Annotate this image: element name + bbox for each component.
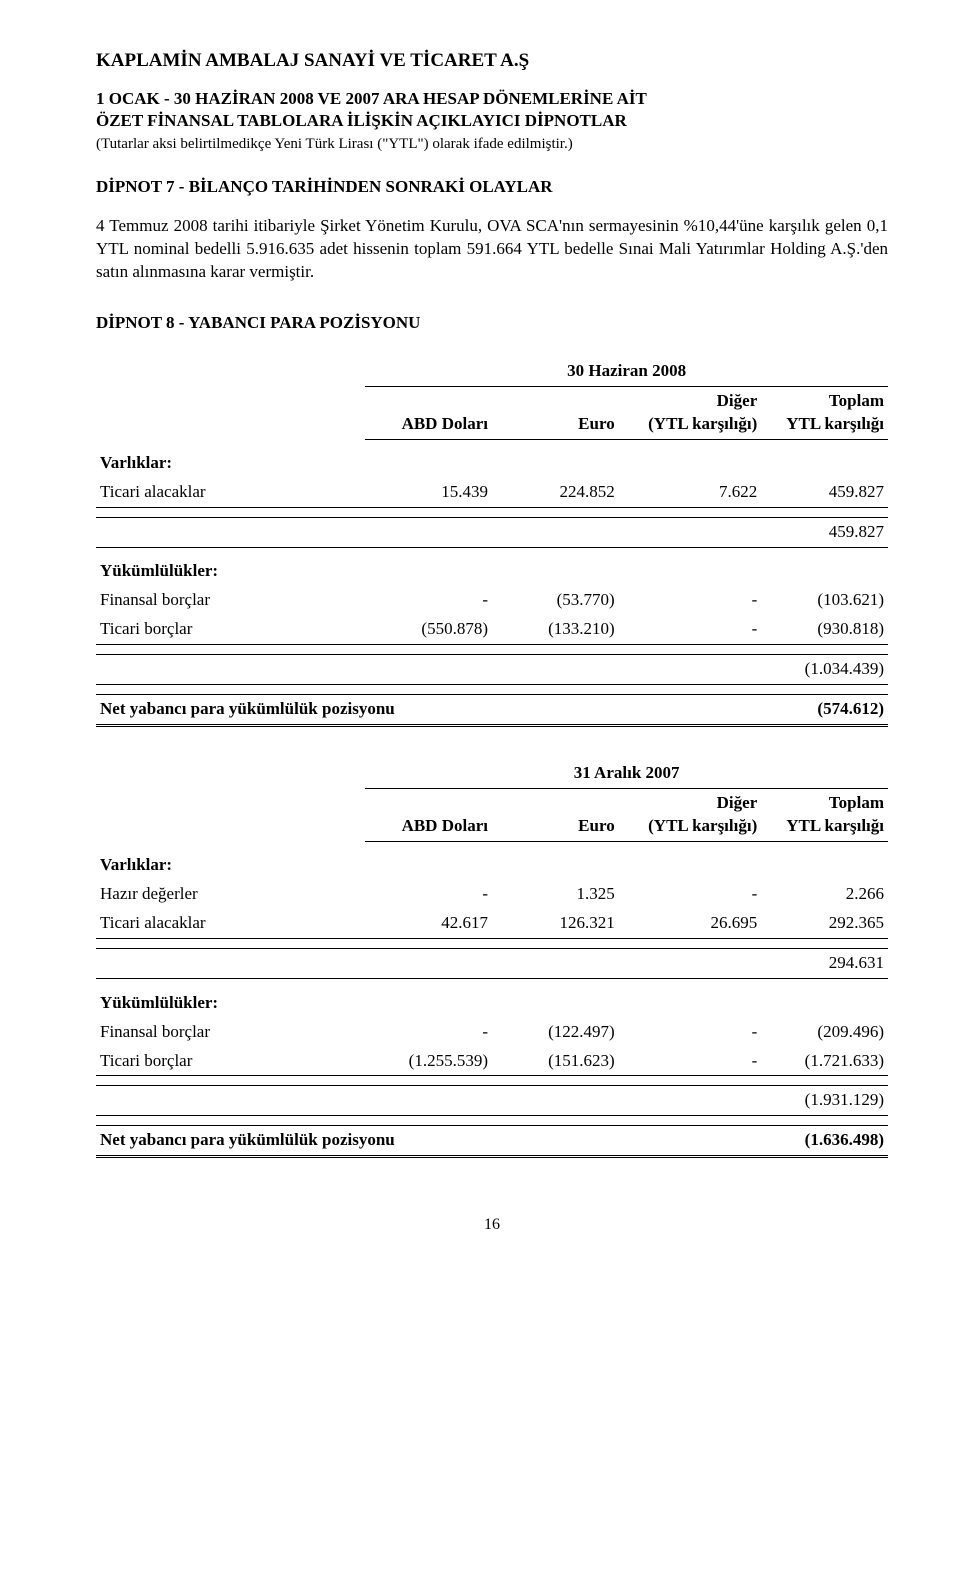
col-header-abd: ABD Doları [365,789,492,842]
cell: 42.617 [365,909,492,938]
period-header-2008: 30 Haziran 2008 [365,357,888,386]
cell: (930.818) [761,615,888,644]
table-row: Ticari borçlar (550.878) (133.210) - (93… [96,615,888,644]
net-position-value: (1.636.498) [761,1126,888,1157]
cell: - [619,1018,762,1047]
row-label: Ticari alacaklar [96,909,365,938]
cell: (550.878) [365,615,492,644]
cell: (209.496) [761,1018,888,1047]
table-row: Hazır değerler - 1.325 - 2.266 [96,880,888,909]
col-header-toplam: Toplam YTL karşılığı [761,386,888,439]
cell: (53.770) [492,586,619,615]
cell: 459.827 [761,478,888,507]
cell: - [365,1018,492,1047]
row-label: Ticari borçlar [96,615,365,644]
table-row: Finansal borçlar - (53.770) - (103.621) [96,586,888,615]
cell: - [619,586,762,615]
cell: 26.695 [619,909,762,938]
col-header-euro: Euro [492,789,619,842]
cell: - [619,1047,762,1076]
cell: 15.439 [365,478,492,507]
cell: (103.621) [761,586,888,615]
col-header-diger: Diğer (YTL karşılığı) [619,386,762,439]
subtitle-line-1: 1 OCAK - 30 HAZİRAN 2008 VE 2007 ARA HES… [96,88,888,110]
assets-total: 459.827 [761,517,888,547]
net-position-label: Net yabancı para yükümlülük pozisyonu [96,695,761,726]
assets-label: Varlıklar: [96,851,888,880]
col-header-abd: ABD Doları [365,386,492,439]
liab-label: Yükümlülükler: [96,989,888,1018]
cell: 1.325 [492,880,619,909]
cell: (122.497) [492,1018,619,1047]
company-name: KAPLAMİN AMBALAJ SANAYİ VE TİCARET A.Ş [96,48,888,74]
table-row: Ticari alacaklar 42.617 126.321 26.695 2… [96,909,888,938]
cell: (133.210) [492,615,619,644]
col-header-diger: Diğer (YTL karşılığı) [619,789,762,842]
subtitle-line-2: ÖZET FİNANSAL TABLOLARA İLİŞKİN AÇIKLAYI… [96,110,888,132]
cell: 7.622 [619,478,762,507]
cell: - [365,880,492,909]
col-header-euro: Euro [492,386,619,439]
liab-total: (1.034.439) [761,655,888,685]
row-label: Ticari alacaklar [96,478,365,507]
dipnot7-paragraph: 4 Temmuz 2008 tarihi itibariyle Şirket Y… [96,215,888,284]
net-position-label: Net yabancı para yükümlülük pozisyonu [96,1126,761,1157]
table-row: Ticari borçlar (1.255.539) (151.623) - (… [96,1047,888,1076]
row-label: Ticari borçlar [96,1047,365,1076]
assets-total: 294.631 [761,949,888,979]
cell: 292.365 [761,909,888,938]
fx-position-table-2007: 31 Aralık 2007 ABD Doları Euro Diğer (YT… [96,759,888,1158]
page-number: 16 [96,1214,888,1236]
cell: - [365,586,492,615]
assets-label: Varlıklar: [96,449,888,478]
cell: - [619,880,762,909]
cell: (1.721.633) [761,1047,888,1076]
cell: - [619,615,762,644]
dipnot7-title: DİPNOT 7 - BİLANÇO TARİHİNDEN SONRAKİ OL… [96,176,888,199]
liab-label: Yükümlülükler: [96,557,888,586]
cell: 224.852 [492,478,619,507]
dipnot8-title: DİPNOT 8 - YABANCI PARA POZİSYONU [96,312,888,335]
cell: (151.623) [492,1047,619,1076]
cell: 126.321 [492,909,619,938]
col-header-toplam: Toplam YTL karşılığı [761,789,888,842]
header-note: (Tutarlar aksi belirtilmedikçe Yeni Türk… [96,134,888,154]
table-row: Ticari alacaklar 15.439 224.852 7.622 45… [96,478,888,507]
period-header-2007: 31 Aralık 2007 [365,759,888,788]
cell: (1.255.539) [365,1047,492,1076]
row-label: Finansal borçlar [96,586,365,615]
row-label: Hazır değerler [96,880,365,909]
fx-position-table-2008: 30 Haziran 2008 ABD Doları Euro Diğer (Y… [96,357,888,727]
liab-total: (1.931.129) [761,1086,888,1116]
row-label: Finansal borçlar [96,1018,365,1047]
cell: 2.266 [761,880,888,909]
table-row: Finansal borçlar - (122.497) - (209.496) [96,1018,888,1047]
net-position-value: (574.612) [761,695,888,726]
